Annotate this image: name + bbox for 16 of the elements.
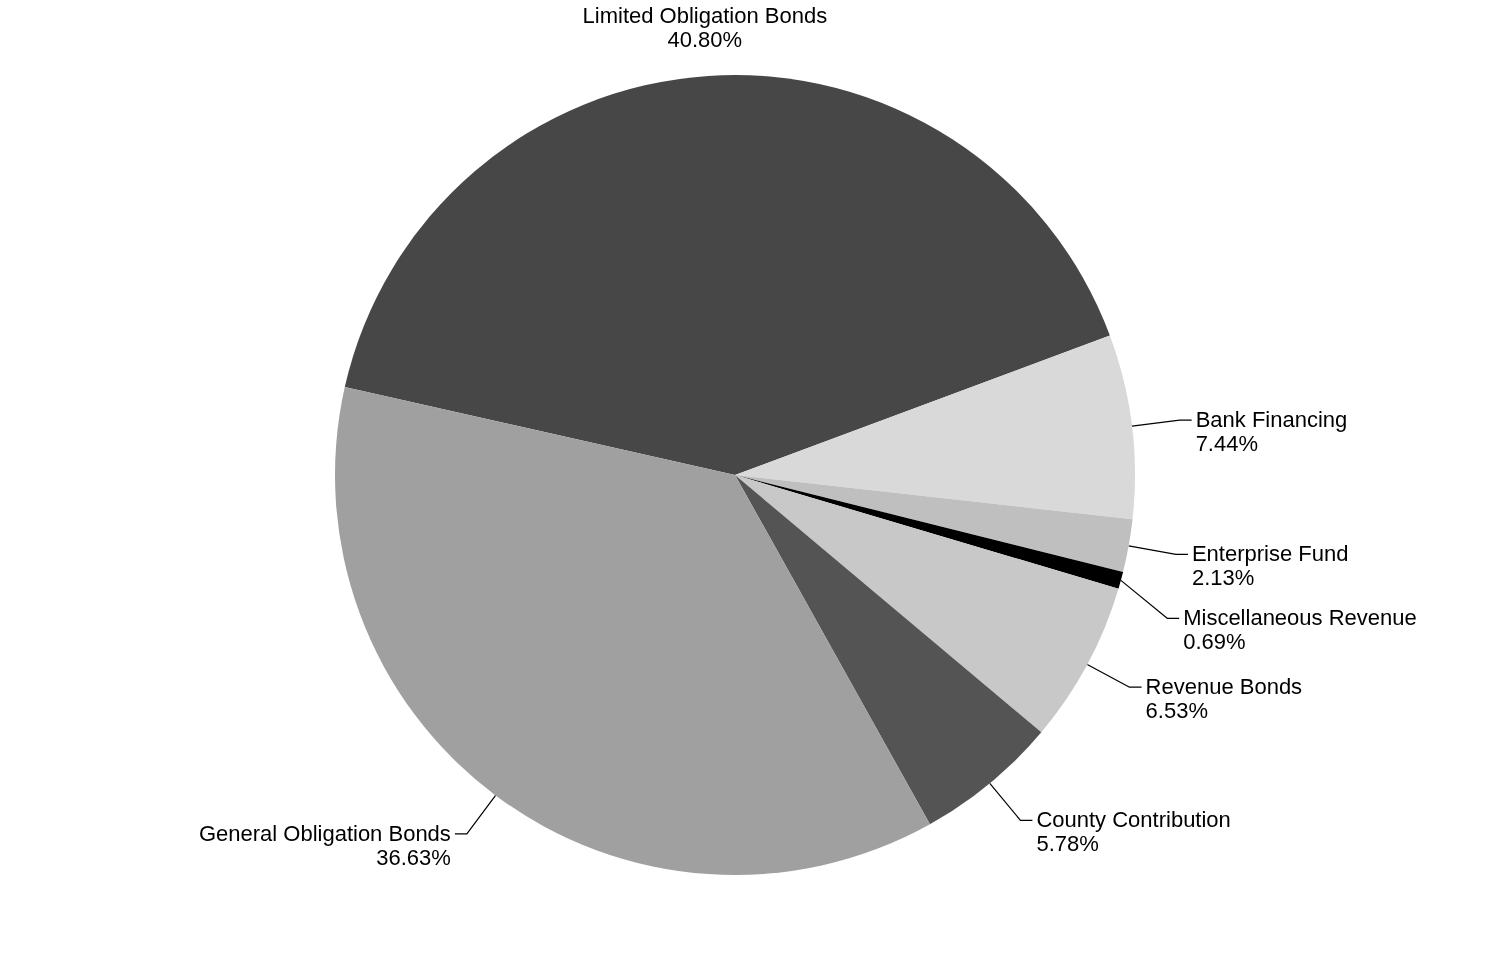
slice-label: Enterprise Fund [1191,541,1349,567]
data-label: 6.53% [1145,698,1208,724]
slice-label: Revenue Bonds [1145,674,1303,700]
slice-label: Limited Obligation Bonds [582,3,828,29]
slice-label: Bank Financing [1195,407,1348,433]
slice-label: County Contribution [1036,807,1231,833]
data-label: 36.63% [376,844,451,870]
data-label: 40.80% [667,27,743,53]
data-label: 2.13% [1191,565,1255,591]
pie-slice [344,75,1110,475]
slice-label: General Obligation Bonds [198,820,451,846]
pie-slice [735,335,1135,520]
data-label: 5.78% [1036,831,1099,857]
data-label: 7.44% [1195,431,1259,457]
data-label: 0.69% [1183,629,1246,655]
slice-label: Miscellaneous Revenue [1183,605,1417,631]
